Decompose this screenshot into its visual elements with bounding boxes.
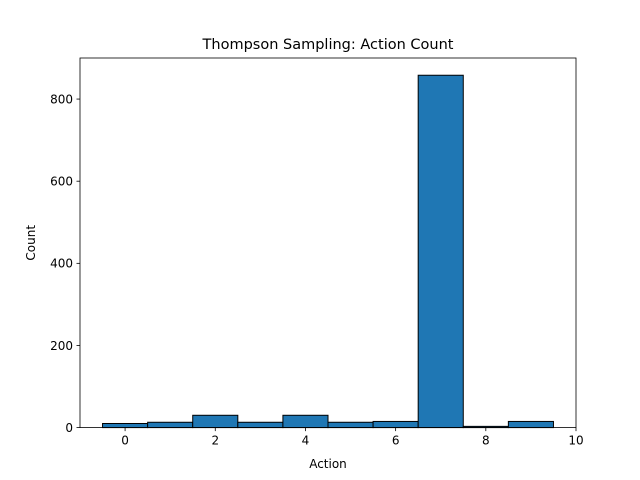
y-tick-label: 200 <box>50 339 73 353</box>
y-tick-label: 0 <box>65 421 73 435</box>
plot-frame <box>79 57 577 429</box>
x-axis-label: Action <box>309 457 347 471</box>
x-axis-ticks: 0 2 4 6 8 10 <box>121 427 584 448</box>
x-tick-label: 8 <box>482 434 490 448</box>
chart-title: Thompson Sampling: Action Count <box>202 37 454 53</box>
y-tick-label: 400 <box>50 257 73 271</box>
y-tick-label: 600 <box>50 175 73 189</box>
bar-action-9 <box>507 420 554 429</box>
y-axis-ticks: 0 200 400 600 800 <box>50 92 80 435</box>
bar-action-3 <box>237 421 284 429</box>
x-tick-label: 10 <box>568 434 583 448</box>
x-tick-label: 6 <box>392 434 400 448</box>
x-tick-label: 4 <box>302 434 310 448</box>
bar-action-4 <box>282 414 329 429</box>
bar-action-2 <box>192 414 239 429</box>
bar-action-7 <box>417 74 464 429</box>
x-tick-label: 0 <box>121 434 129 448</box>
x-tick-label: 2 <box>211 434 219 448</box>
y-axis-label: Count <box>24 225 38 261</box>
bar-action-5 <box>327 421 374 429</box>
bar-action-6 <box>372 420 419 429</box>
bar-action-0 <box>102 422 149 429</box>
y-tick-label: 800 <box>50 92 73 106</box>
bars-layer <box>102 74 554 429</box>
bar-action-1 <box>147 421 194 429</box>
